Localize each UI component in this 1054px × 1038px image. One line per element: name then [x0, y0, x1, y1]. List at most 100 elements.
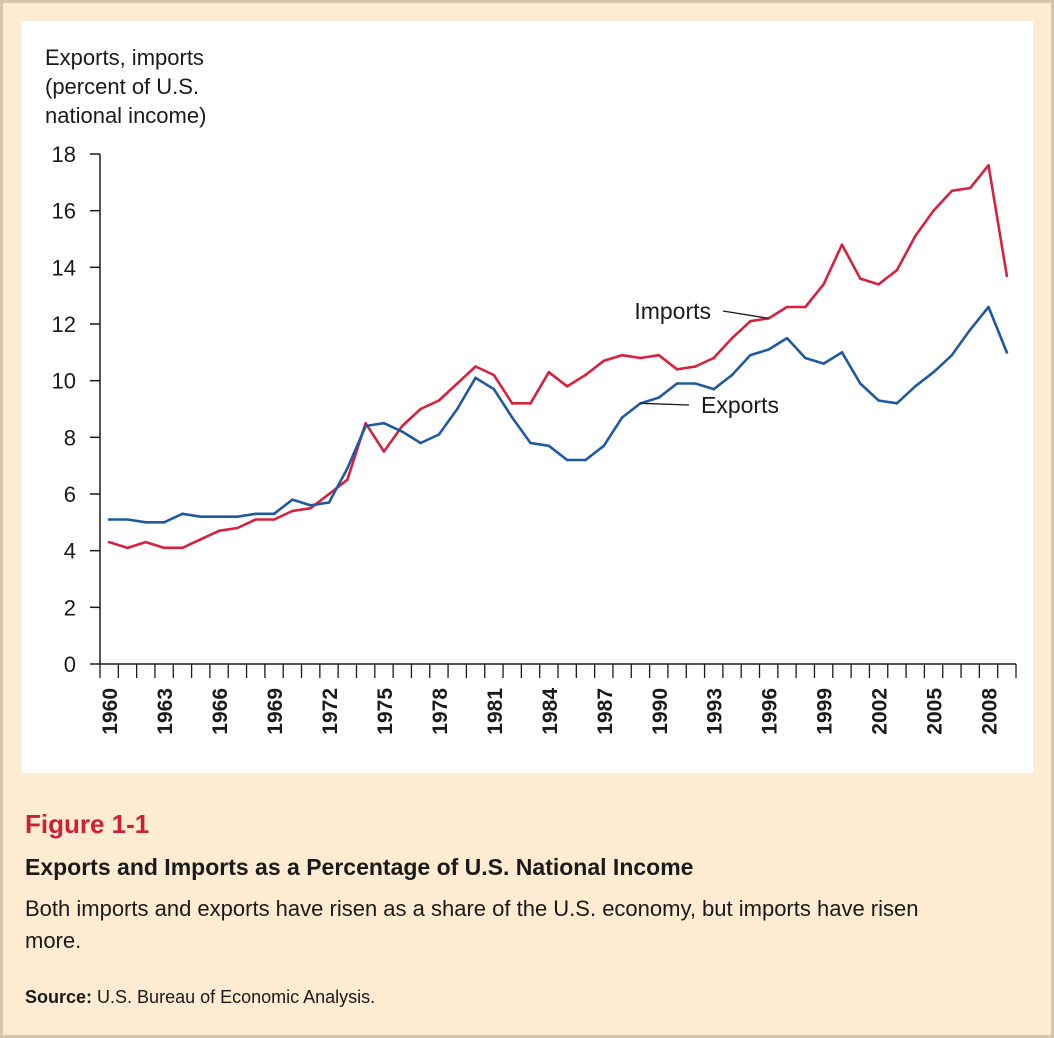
data-point-imports — [620, 353, 624, 357]
x-tick-label: 1972 — [319, 688, 342, 735]
data-point-exports — [529, 441, 532, 445]
x-tick-label: 1987 — [594, 688, 617, 735]
data-point-exports — [987, 305, 990, 309]
x-tick-label: 1969 — [264, 688, 287, 735]
x-tick-label: 2002 — [869, 688, 892, 735]
data-point-imports — [840, 243, 844, 246]
data-point-exports — [455, 407, 459, 411]
y-tick-label: 6 — [64, 482, 76, 507]
data-point-exports — [254, 512, 258, 516]
data-point-imports — [858, 277, 862, 280]
annotation-leader — [640, 402, 690, 406]
data-point-exports — [162, 521, 166, 524]
data-point-imports — [162, 546, 166, 550]
data-point-imports — [126, 546, 129, 550]
figure-title: Exports and Imports as a Percentage of U… — [25, 854, 694, 880]
data-point-imports — [584, 373, 587, 377]
data-point-imports — [107, 540, 111, 544]
data-point-exports — [749, 353, 752, 357]
data-point-exports — [913, 385, 917, 388]
data-point-exports — [712, 387, 716, 391]
data-point-imports — [236, 526, 239, 530]
data-point-exports — [437, 433, 441, 436]
series-line-exports — [107, 305, 1009, 524]
x-tick-label: 2008 — [979, 688, 1002, 735]
x-tick-label: 1975 — [374, 688, 397, 735]
data-point-imports — [913, 234, 917, 238]
data-point-exports — [474, 376, 477, 380]
data-point-exports — [1005, 351, 1009, 354]
x-tick-label: 1963 — [154, 688, 177, 735]
x-tick-label: 1993 — [704, 688, 727, 735]
data-point-exports — [107, 518, 111, 521]
annotation-label-imports: Imports — [634, 298, 711, 324]
data-point-imports — [437, 399, 441, 402]
data-point-exports — [657, 396, 661, 399]
x-tick-label: 1984 — [539, 688, 562, 735]
data-point-imports — [822, 283, 825, 286]
x-tick-label: 1996 — [759, 688, 782, 735]
data-point-imports — [364, 421, 367, 425]
data-point-imports — [785, 305, 789, 309]
data-point-imports — [510, 402, 514, 405]
data-point-exports — [822, 362, 825, 365]
data-point-imports — [291, 509, 294, 513]
data-point-exports — [199, 515, 203, 518]
data-point-exports — [785, 336, 789, 340]
annotation-leader — [722, 310, 769, 319]
data-point-exports — [400, 430, 404, 433]
data-point-exports — [144, 521, 148, 524]
data-point-imports — [804, 305, 807, 309]
data-point-imports — [968, 186, 972, 190]
data-point-exports — [932, 370, 935, 374]
source-text: U.S. Bureau of Economic Analysis. — [97, 987, 376, 1007]
data-point-exports — [950, 353, 954, 357]
data-point-imports — [657, 353, 661, 357]
data-point-exports — [968, 328, 972, 331]
data-point-exports — [346, 467, 349, 470]
data-point-imports — [272, 518, 276, 521]
data-point-exports — [620, 416, 624, 419]
data-point-exports — [510, 416, 514, 419]
data-point-exports — [694, 382, 697, 385]
data-point-imports — [492, 373, 496, 377]
data-point-imports — [474, 365, 477, 368]
data-point-exports — [309, 504, 312, 507]
plot-panel: 0 2 4 6 8 10 12 14 16 18 1960 1963 1966 1969 1972 1975 1… — [21, 21, 1033, 773]
x-tick-label: 1960 — [99, 688, 122, 735]
y-axis-label-line: national income) — [45, 103, 207, 128]
data-point-imports — [730, 336, 734, 340]
data-point-exports — [895, 402, 899, 405]
data-point-exports — [291, 498, 294, 501]
data-point-imports — [199, 538, 203, 541]
figure-caption: Figure 1-1 Exports and Imports as a Perc… — [25, 809, 1025, 1008]
y-tick-label: 12 — [52, 312, 76, 337]
series-line-imports — [107, 164, 1009, 550]
data-point-exports — [602, 444, 606, 448]
data-point-exports — [327, 501, 331, 504]
data-point-exports — [858, 382, 862, 385]
figure-source: Source: U.S. Bureau of Economic Analysis… — [25, 987, 1025, 1008]
data-point-imports — [639, 356, 642, 360]
data-point-imports — [309, 506, 312, 510]
data-point-imports — [181, 546, 184, 550]
data-point-exports — [236, 515, 239, 518]
data-point-exports — [804, 356, 807, 360]
data-point-exports — [675, 382, 679, 385]
line-chart: 0 2 4 6 8 10 12 14 16 18 1960 1963 1966 1969 1972 1975 1… — [52, 142, 1017, 735]
data-point-imports — [547, 370, 551, 374]
y-axis-label: Exports, imports (percent of U.S. nation… — [45, 43, 206, 130]
data-point-imports — [400, 424, 404, 428]
data-point-exports — [565, 458, 569, 462]
figure-description: Both imports and exports have risen as a… — [25, 896, 919, 953]
x-tick-label: 1978 — [429, 688, 452, 735]
data-point-imports — [932, 209, 935, 212]
data-point-exports — [126, 518, 129, 521]
data-point-exports — [584, 458, 587, 462]
data-point-imports — [419, 407, 422, 411]
y-tick-label: 4 — [64, 539, 76, 564]
y-axis-label-line: Exports, imports — [45, 45, 204, 70]
source-label: Source: — [25, 987, 93, 1007]
data-point-imports — [950, 189, 954, 193]
